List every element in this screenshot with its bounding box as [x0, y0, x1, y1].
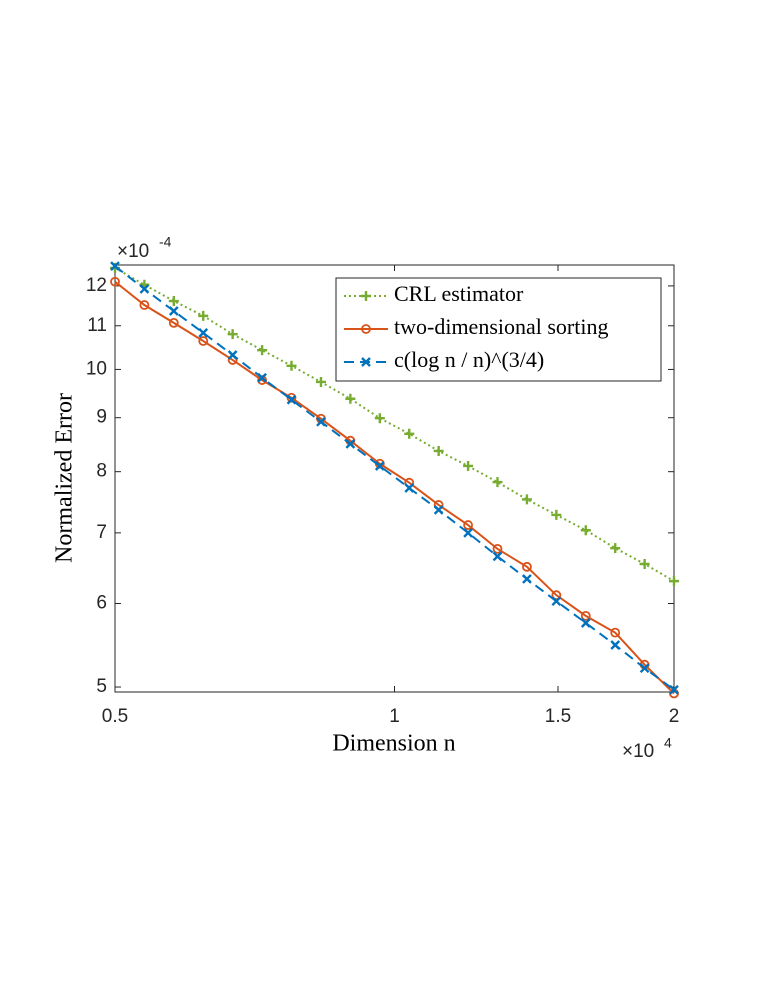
marker	[257, 345, 268, 356]
x-power: 4	[664, 735, 672, 751]
y-axis-label: Normalized Error	[52, 393, 78, 563]
marker	[580, 618, 591, 628]
legend-marker	[361, 357, 371, 367]
marker	[463, 528, 473, 538]
y-tick-label: 11	[87, 315, 107, 336]
legend-label: CRL estimator	[394, 281, 524, 306]
marker	[551, 509, 562, 520]
marker	[315, 376, 326, 387]
marker	[374, 413, 385, 424]
marker	[345, 393, 356, 404]
y-tick-label: 9	[96, 407, 107, 428]
y-tick-label: 12	[86, 275, 107, 296]
marker	[669, 576, 679, 587]
legend-marker	[361, 324, 371, 334]
y-tick-label: 5	[96, 676, 107, 697]
legend-label: c(log n / n)^(3/4)	[394, 347, 544, 372]
x-multiplier: ×10	[622, 741, 654, 762]
legend-marker	[361, 291, 371, 301]
marker	[168, 296, 179, 307]
marker	[610, 627, 621, 638]
marker	[492, 477, 503, 488]
marker	[580, 525, 591, 536]
y-tick-label: 6	[96, 593, 107, 614]
marker	[551, 596, 562, 607]
x-axis-label: Dimension n	[332, 731, 455, 757]
y-tick-label: 7	[96, 522, 107, 543]
marker	[168, 306, 179, 316]
marker	[198, 328, 209, 338]
marker	[139, 284, 150, 294]
marker	[522, 574, 532, 584]
marker	[404, 428, 415, 439]
series-line	[114, 280, 675, 695]
y-tick-label: 10	[86, 358, 107, 379]
marker	[463, 520, 473, 530]
marker	[345, 439, 356, 449]
marker	[639, 559, 650, 570]
legend-box	[335, 277, 662, 382]
marker	[639, 663, 650, 674]
y-power: -4	[159, 234, 172, 250]
marker	[198, 310, 209, 321]
marker	[227, 329, 238, 340]
marker	[257, 372, 267, 383]
marker	[669, 684, 679, 695]
y-tick-label: 8	[96, 461, 107, 482]
marker	[521, 494, 532, 505]
marker	[492, 543, 503, 554]
marker	[198, 336, 209, 346]
marker	[404, 483, 415, 493]
marker	[168, 317, 179, 328]
series-line	[114, 265, 675, 691]
marker	[374, 461, 385, 471]
marker	[433, 505, 444, 515]
marker	[463, 460, 474, 471]
marker	[580, 610, 591, 621]
marker	[139, 300, 150, 310]
marker	[110, 261, 120, 271]
x-tick-label: 1	[389, 706, 400, 727]
marker	[316, 416, 326, 427]
marker	[286, 394, 297, 405]
marker	[433, 445, 444, 456]
legend-label: two-dimensional sorting	[394, 314, 608, 339]
x-tick-label: 2	[669, 706, 680, 727]
marker	[551, 590, 562, 601]
marker	[227, 350, 238, 360]
marker	[610, 640, 621, 650]
marker	[286, 360, 297, 371]
x-tick-label: 0.5	[102, 706, 128, 727]
marker	[522, 561, 532, 572]
x-tick-label: 1.5	[545, 706, 571, 727]
y-multiplier: ×10	[117, 241, 149, 262]
marker	[610, 543, 621, 554]
marker	[492, 551, 503, 562]
marker	[110, 276, 120, 287]
series-line	[114, 267, 675, 582]
